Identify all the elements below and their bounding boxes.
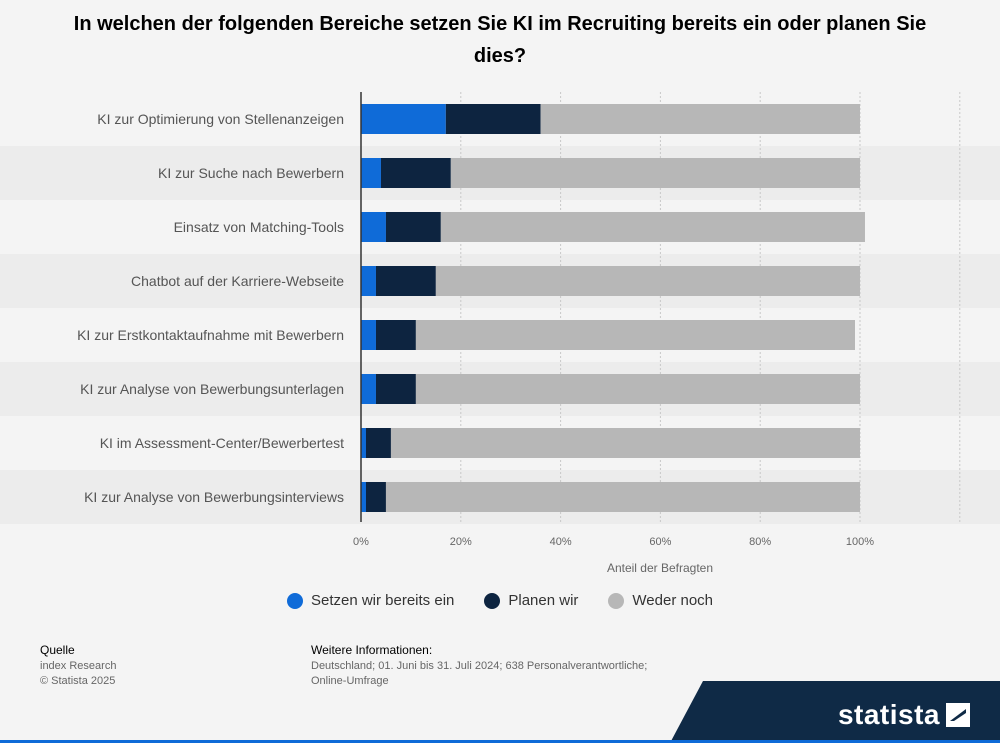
bar-segment[interactable] xyxy=(435,266,860,296)
bar-segment[interactable] xyxy=(440,212,865,242)
statista-logo-icon xyxy=(946,703,970,727)
x-tick-label: 100% xyxy=(846,536,874,548)
x-tick-label: 0% xyxy=(353,536,369,548)
category-label: Einsatz von Matching-Tools xyxy=(174,219,344,235)
bar-segment[interactable] xyxy=(375,320,416,350)
bar-segment[interactable] xyxy=(415,374,860,404)
brand-logo[interactable]: statista xyxy=(837,699,940,730)
bar-segment[interactable] xyxy=(415,320,856,350)
bar-segment[interactable] xyxy=(365,428,391,458)
bar-segment[interactable] xyxy=(361,158,381,188)
bar-segment[interactable] xyxy=(385,482,860,512)
copyright-line[interactable]: © Statista 2025 xyxy=(40,675,116,687)
x-tick-label: 60% xyxy=(649,536,671,548)
chart-title: In welchen der folgenden Bereiche setzen… xyxy=(73,13,927,67)
bar-segment[interactable] xyxy=(445,104,541,134)
brand-banner xyxy=(670,681,1000,743)
x-axis-title: Anteil der Befragten xyxy=(607,561,713,575)
bar-segment[interactable] xyxy=(361,212,386,242)
category-label: KI zur Analyse von Bewerbungsinterviews xyxy=(84,489,344,505)
legend-item[interactable]: Weder noch xyxy=(608,592,713,609)
legend-label: Weder noch xyxy=(632,592,714,609)
bar-segment[interactable] xyxy=(390,428,860,458)
legend-marker xyxy=(484,592,501,609)
source-heading: Quelle xyxy=(40,643,75,657)
legend: Setzen wir bereits ein Planen wir Weder … xyxy=(0,592,1000,609)
legend-label: Setzen wir bereits ein xyxy=(310,592,455,609)
bar-segment[interactable] xyxy=(361,428,366,458)
bar-segment[interactable] xyxy=(385,212,441,242)
x-tick-label: 80% xyxy=(749,536,771,548)
category-label: KI zur Erstkontaktaufnahme mit Bewerbern xyxy=(77,327,344,343)
category-label: KI zur Analyse von Bewerbungsunterlagen xyxy=(80,381,344,397)
bar-segment[interactable] xyxy=(361,320,376,350)
info-heading: Weitere Informationen: xyxy=(311,643,433,657)
source-line[interactable]: index Research xyxy=(40,659,117,672)
legend-item[interactable]: Planen wir xyxy=(484,592,578,609)
bar-segment[interactable] xyxy=(375,266,436,296)
category-label: KI im Assessment-Center/Bewerbertest xyxy=(100,435,344,451)
bar-segment[interactable] xyxy=(450,158,860,188)
bar-segment[interactable] xyxy=(365,482,386,512)
source-info: Quelle index Research © Statista 2025 xyxy=(40,643,116,690)
category-label: Chatbot auf der Karriere-Webseite xyxy=(131,273,344,289)
bar-segment[interactable] xyxy=(540,104,860,134)
category-label: KI zur Optimierung von Stellenanzeigen xyxy=(97,111,344,127)
info-line: Online-Umfrage xyxy=(311,675,389,687)
legend-marker xyxy=(286,592,303,609)
bar-segment[interactable] xyxy=(361,374,376,404)
x-tick-label: 20% xyxy=(450,536,472,548)
info-line: Deutschland; 01. Juni bis 31. Juli 2024;… xyxy=(311,659,648,672)
bar-segment[interactable] xyxy=(380,158,451,188)
further-info: Weitere Informationen: Deutschland; 01. … xyxy=(311,643,647,690)
legend-label: Planen wir xyxy=(508,592,579,609)
bar-chart: KI zur Optimierung von Stellenanzeigen KI… xyxy=(77,92,961,575)
bar-segment[interactable] xyxy=(375,374,416,404)
legend-item[interactable]: Setzen wir bereits ein xyxy=(286,592,455,609)
x-tick-label: 40% xyxy=(550,536,572,548)
bar-segment[interactable] xyxy=(361,482,366,512)
bar-segment[interactable] xyxy=(361,104,446,134)
bar-segment[interactable] xyxy=(361,266,376,296)
category-label: KI zur Suche nach Bewerbern xyxy=(158,165,344,181)
legend-marker xyxy=(608,592,625,609)
bottom-accent-line xyxy=(0,740,1000,743)
